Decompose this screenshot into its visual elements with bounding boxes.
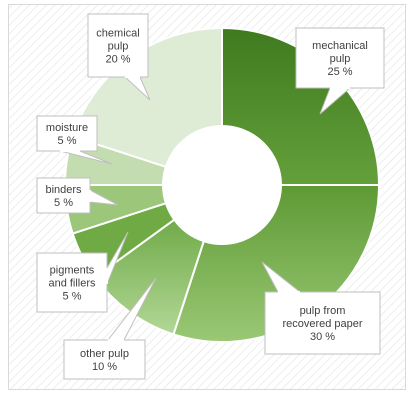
slice-recovered-paper xyxy=(172,184,381,343)
callout-box xyxy=(36,177,91,214)
slice-label-line: 30 % xyxy=(310,331,335,343)
slice-label-line: recovered paper xyxy=(282,318,362,330)
slice-label-line: pigments xyxy=(50,265,95,277)
slice-label-line: 5 % xyxy=(63,291,82,303)
doughnut-hole xyxy=(164,127,280,243)
callout-box xyxy=(295,27,385,89)
slice-label-line: 10 % xyxy=(92,361,117,373)
callout-box xyxy=(36,115,98,152)
slice-label-line: 5 % xyxy=(58,135,77,147)
slice-label-line: pulp xyxy=(108,41,129,53)
slice-label-line: 25 % xyxy=(327,66,352,78)
slice-label-line: other pulp xyxy=(80,348,129,360)
callout-box xyxy=(36,252,108,313)
slice-label-line: moisture xyxy=(46,122,88,134)
slice-label-line: 5 % xyxy=(54,197,73,209)
slice-label-line: 20 % xyxy=(105,54,130,66)
slice-label-line: pulp xyxy=(330,53,351,65)
slice-label-line: chemical xyxy=(96,28,139,40)
callout-box xyxy=(264,291,381,355)
slice-label-line: pulp from xyxy=(300,305,346,317)
slice-label-line: mechanical xyxy=(312,40,368,52)
callout-box xyxy=(87,13,149,78)
slice-label-line: and fillers xyxy=(48,278,96,290)
callout-box xyxy=(63,339,146,380)
slice-label-line: binders xyxy=(45,184,82,196)
slice-mechanical-pulp xyxy=(221,26,381,186)
